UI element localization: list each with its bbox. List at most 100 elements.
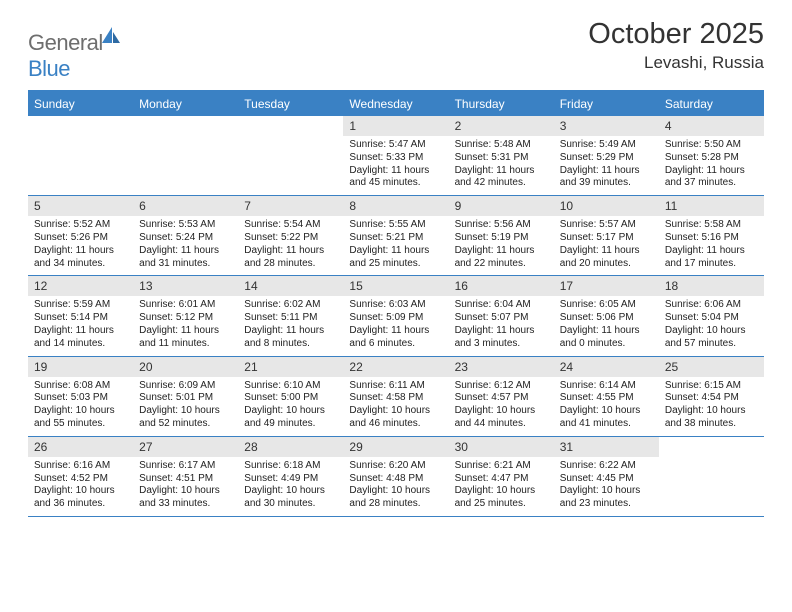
day-number: 5 xyxy=(28,196,133,216)
day-details: Sunrise: 6:08 AMSunset: 5:03 PMDaylight:… xyxy=(28,377,133,436)
sunrise-line: Sunrise: 5:49 AM xyxy=(560,139,653,152)
day-details: Sunrise: 6:06 AMSunset: 5:04 PMDaylight:… xyxy=(659,296,764,355)
sunrise-line: Sunrise: 6:21 AM xyxy=(455,460,548,473)
day-header: Wednesday xyxy=(343,92,448,116)
sunset-line: Sunset: 5:11 PM xyxy=(244,312,337,325)
day-number: 8 xyxy=(343,196,448,216)
sunset-line: Sunset: 4:57 PM xyxy=(455,392,548,405)
day-cell: 13Sunrise: 6:01 AMSunset: 5:12 PMDayligh… xyxy=(133,276,238,355)
day-number: 26 xyxy=(28,437,133,457)
sunset-line: Sunset: 4:45 PM xyxy=(560,473,653,486)
day-cell: 16Sunrise: 6:04 AMSunset: 5:07 PMDayligh… xyxy=(449,276,554,355)
daylight-line: Daylight: 11 hours and 45 minutes. xyxy=(349,165,442,191)
title-block: October 2025 Levashi, Russia xyxy=(588,18,764,73)
sunset-line: Sunset: 5:28 PM xyxy=(665,152,758,165)
day-cell: 24Sunrise: 6:14 AMSunset: 4:55 PMDayligh… xyxy=(554,357,659,436)
sunset-line: Sunset: 5:21 PM xyxy=(349,232,442,245)
empty-cell xyxy=(133,116,238,195)
day-cell: 31Sunrise: 6:22 AMSunset: 4:45 PMDayligh… xyxy=(554,437,659,516)
week-row: 1Sunrise: 5:47 AMSunset: 5:33 PMDaylight… xyxy=(28,116,764,196)
page-header: General Blue October 2025 Levashi, Russi… xyxy=(28,18,764,82)
sunset-line: Sunset: 5:09 PM xyxy=(349,312,442,325)
sunrise-line: Sunrise: 6:05 AM xyxy=(560,299,653,312)
location-label: Levashi, Russia xyxy=(588,53,764,73)
day-details xyxy=(238,136,343,144)
day-cell: 6Sunrise: 5:53 AMSunset: 5:24 PMDaylight… xyxy=(133,196,238,275)
daylight-line: Daylight: 10 hours and 41 minutes. xyxy=(560,405,653,431)
daylight-line: Daylight: 10 hours and 57 minutes. xyxy=(665,325,758,351)
day-details: Sunrise: 6:03 AMSunset: 5:09 PMDaylight:… xyxy=(343,296,448,355)
sunset-line: Sunset: 5:26 PM xyxy=(34,232,127,245)
day-number: 12 xyxy=(28,276,133,296)
day-number xyxy=(133,116,238,136)
daylight-line: Daylight: 10 hours and 38 minutes. xyxy=(665,405,758,431)
daylight-line: Daylight: 10 hours and 55 minutes. xyxy=(34,405,127,431)
day-details: Sunrise: 6:09 AMSunset: 5:01 PMDaylight:… xyxy=(133,377,238,436)
day-details: Sunrise: 6:11 AMSunset: 4:58 PMDaylight:… xyxy=(343,377,448,436)
day-number: 23 xyxy=(449,357,554,377)
day-details: Sunrise: 6:02 AMSunset: 5:11 PMDaylight:… xyxy=(238,296,343,355)
sunset-line: Sunset: 5:19 PM xyxy=(455,232,548,245)
day-header: Saturday xyxy=(659,92,764,116)
day-number: 18 xyxy=(659,276,764,296)
sunset-line: Sunset: 5:14 PM xyxy=(34,312,127,325)
sunset-line: Sunset: 4:48 PM xyxy=(349,473,442,486)
sunrise-line: Sunrise: 5:53 AM xyxy=(139,219,232,232)
sunset-line: Sunset: 5:04 PM xyxy=(665,312,758,325)
day-details: Sunrise: 6:10 AMSunset: 5:00 PMDaylight:… xyxy=(238,377,343,436)
day-details: Sunrise: 5:47 AMSunset: 5:33 PMDaylight:… xyxy=(343,136,448,195)
day-number: 13 xyxy=(133,276,238,296)
day-details: Sunrise: 6:01 AMSunset: 5:12 PMDaylight:… xyxy=(133,296,238,355)
sunset-line: Sunset: 5:06 PM xyxy=(560,312,653,325)
daylight-line: Daylight: 10 hours and 44 minutes. xyxy=(455,405,548,431)
day-number: 11 xyxy=(659,196,764,216)
day-cell: 14Sunrise: 6:02 AMSunset: 5:11 PMDayligh… xyxy=(238,276,343,355)
day-details: Sunrise: 5:53 AMSunset: 5:24 PMDaylight:… xyxy=(133,216,238,275)
day-details: Sunrise: 5:54 AMSunset: 5:22 PMDaylight:… xyxy=(238,216,343,275)
sunrise-line: Sunrise: 6:12 AM xyxy=(455,380,548,393)
daylight-line: Daylight: 10 hours and 28 minutes. xyxy=(349,485,442,511)
day-cell: 8Sunrise: 5:55 AMSunset: 5:21 PMDaylight… xyxy=(343,196,448,275)
daylight-line: Daylight: 11 hours and 39 minutes. xyxy=(560,165,653,191)
day-cell: 30Sunrise: 6:21 AMSunset: 4:47 PMDayligh… xyxy=(449,437,554,516)
sunrise-line: Sunrise: 6:22 AM xyxy=(560,460,653,473)
daylight-line: Daylight: 11 hours and 31 minutes. xyxy=(139,245,232,271)
day-number: 30 xyxy=(449,437,554,457)
day-details: Sunrise: 5:58 AMSunset: 5:16 PMDaylight:… xyxy=(659,216,764,275)
sunset-line: Sunset: 5:16 PM xyxy=(665,232,758,245)
day-number: 2 xyxy=(449,116,554,136)
day-cell: 12Sunrise: 5:59 AMSunset: 5:14 PMDayligh… xyxy=(28,276,133,355)
day-number: 29 xyxy=(343,437,448,457)
empty-cell xyxy=(659,437,764,516)
day-number: 27 xyxy=(133,437,238,457)
sunrise-line: Sunrise: 6:01 AM xyxy=(139,299,232,312)
daylight-line: Daylight: 10 hours and 52 minutes. xyxy=(139,405,232,431)
sunset-line: Sunset: 5:24 PM xyxy=(139,232,232,245)
day-details: Sunrise: 6:21 AMSunset: 4:47 PMDaylight:… xyxy=(449,457,554,516)
sunset-line: Sunset: 4:52 PM xyxy=(34,473,127,486)
daylight-line: Daylight: 11 hours and 42 minutes. xyxy=(455,165,548,191)
sunset-line: Sunset: 5:22 PM xyxy=(244,232,337,245)
day-header: Sunday xyxy=(28,92,133,116)
sunrise-line: Sunrise: 6:08 AM xyxy=(34,380,127,393)
day-cell: 11Sunrise: 5:58 AMSunset: 5:16 PMDayligh… xyxy=(659,196,764,275)
sunset-line: Sunset: 5:07 PM xyxy=(455,312,548,325)
day-number: 14 xyxy=(238,276,343,296)
empty-cell xyxy=(28,116,133,195)
sunrise-line: Sunrise: 6:11 AM xyxy=(349,380,442,393)
sunset-line: Sunset: 4:51 PM xyxy=(139,473,232,486)
day-details xyxy=(28,136,133,144)
calendar-grid: SundayMondayTuesdayWednesdayThursdayFrid… xyxy=(28,90,764,517)
sunset-line: Sunset: 5:29 PM xyxy=(560,152,653,165)
day-cell: 3Sunrise: 5:49 AMSunset: 5:29 PMDaylight… xyxy=(554,116,659,195)
daylight-line: Daylight: 11 hours and 25 minutes. xyxy=(349,245,442,271)
sunset-line: Sunset: 5:12 PM xyxy=(139,312,232,325)
sunrise-line: Sunrise: 5:54 AM xyxy=(244,219,337,232)
daylight-line: Daylight: 11 hours and 22 minutes. xyxy=(455,245,548,271)
sunrise-line: Sunrise: 6:09 AM xyxy=(139,380,232,393)
day-number: 4 xyxy=(659,116,764,136)
weeks-container: 1Sunrise: 5:47 AMSunset: 5:33 PMDaylight… xyxy=(28,116,764,517)
day-number: 20 xyxy=(133,357,238,377)
month-title: October 2025 xyxy=(588,18,764,51)
sunrise-line: Sunrise: 5:59 AM xyxy=(34,299,127,312)
